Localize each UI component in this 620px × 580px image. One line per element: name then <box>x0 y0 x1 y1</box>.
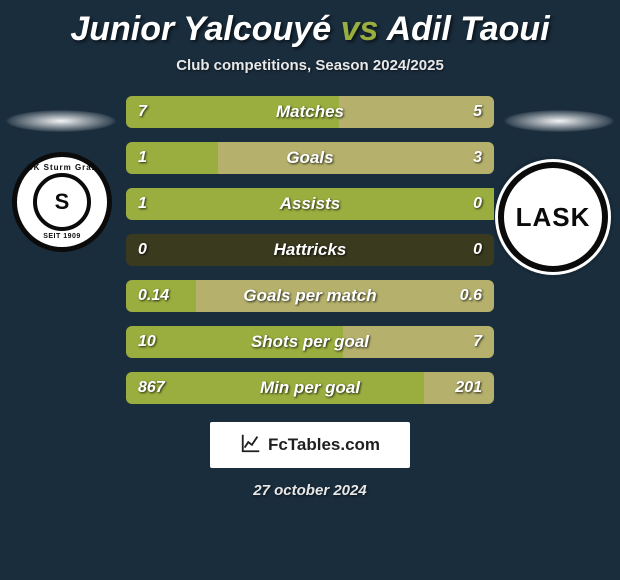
stat-value-right: 7 <box>473 333 482 351</box>
stat-rows: 7Matches51Goals31Assists00Hattricks00.14… <box>126 96 494 404</box>
footer-logo-text: FcTables.com <box>268 435 380 455</box>
crest-right-text: LASK <box>516 202 591 233</box>
player1-name: Junior Yalcouyé <box>70 10 331 48</box>
stat-row: 1Goals3 <box>126 142 494 174</box>
club-crest-right: LASK <box>498 162 608 272</box>
stat-value-right: 0 <box>473 241 482 259</box>
crest-left-name: SK Sturm Graz <box>17 163 107 172</box>
stat-label: Min per goal <box>126 378 494 398</box>
halo-right <box>504 110 614 132</box>
stat-row: 0Hattricks0 <box>126 234 494 266</box>
stat-row: 10Shots per goal7 <box>126 326 494 358</box>
vs-text: vs <box>341 10 379 48</box>
crest-left-since: SEIT 1909 <box>17 233 107 240</box>
halo-left <box>6 110 116 132</box>
stat-row: 0.14Goals per match0.6 <box>126 280 494 312</box>
chart-icon <box>240 432 262 459</box>
stat-value-right: 3 <box>473 149 482 167</box>
stat-row: 1Assists0 <box>126 188 494 220</box>
comparison-content: SK Sturm Graz S SEIT 1909 LASK 7Matches5… <box>0 96 620 404</box>
subtitle: Club competitions, Season 2024/2025 <box>0 57 620 74</box>
club-crest-left: SK Sturm Graz S SEIT 1909 <box>12 152 112 252</box>
stat-row: 7Matches5 <box>126 96 494 128</box>
stat-value-right: 5 <box>473 103 482 121</box>
player2-name: Adil Taoui <box>387 10 550 48</box>
stat-label: Hattricks <box>126 240 494 260</box>
stat-label: Goals per match <box>126 286 494 306</box>
stat-value-right: 0 <box>473 195 482 213</box>
crest-left-initial: S <box>33 173 91 231</box>
footer-logo: FcTables.com <box>210 422 410 468</box>
page-title: Junior Yalcouyé vs Adil Taoui <box>0 0 620 49</box>
stat-label: Assists <box>126 194 494 214</box>
stat-value-right: 0.6 <box>460 287 482 305</box>
stat-value-right: 201 <box>455 379 482 397</box>
stat-label: Matches <box>126 102 494 122</box>
stat-row: 867Min per goal201 <box>126 372 494 404</box>
stat-label: Goals <box>126 148 494 168</box>
footer-date: 27 october 2024 <box>0 482 620 499</box>
stat-label: Shots per goal <box>126 332 494 352</box>
